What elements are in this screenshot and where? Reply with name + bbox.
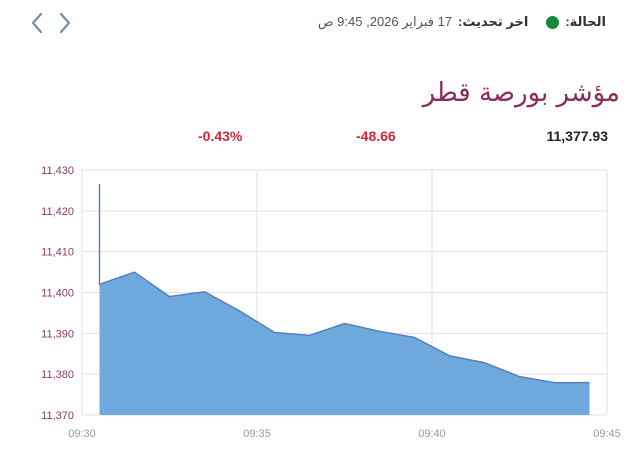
- status-label: الحالة:: [565, 14, 606, 29]
- y-axis-label: 11,400: [41, 288, 74, 300]
- page-title: مؤشر بورصة قطر: [422, 78, 620, 108]
- index-change: -48.66: [356, 128, 396, 144]
- x-axis-label: 09:45: [593, 428, 621, 440]
- area-chart: 11,430 11,420 11,410 11,400 11,390 11,380 11,3…: [41, 165, 621, 440]
- y-axis-label: 11,410: [41, 247, 74, 259]
- status-indicator-icon: [546, 15, 560, 29]
- previous-button[interactable]: [28, 12, 46, 34]
- index-change-percent: -0.43%: [198, 128, 243, 144]
- x-axis-label: 09:40: [418, 428, 446, 440]
- y-axis-label: 11,420: [41, 206, 74, 218]
- y-axis-label: 11,380: [41, 369, 74, 381]
- index-stats: 11,377.93 -48.66 -0.43%: [0, 128, 640, 148]
- chart-line: [98, 183, 590, 384]
- index-chart: 11,430 11,420 11,410 11,400 11,390 11,380 11,3…: [0, 155, 640, 468]
- chevron-right-icon: [59, 12, 71, 34]
- y-axis-label: 11,430: [41, 165, 74, 177]
- x-axis-label: 09:35: [243, 428, 271, 440]
- y-axis-label: 11,390: [41, 328, 74, 340]
- last-update-label: اخر تحديث:: [458, 14, 529, 29]
- chevron-left-icon: [31, 12, 43, 34]
- y-axis-label: 11,370: [41, 410, 74, 422]
- x-axis-label: 09:30: [68, 428, 96, 440]
- index-price: 11,377.93: [546, 128, 608, 144]
- next-button[interactable]: [56, 12, 74, 34]
- status-bar: الحالة: اخر تحديث: 17 فبراير 2026, 9:45 …: [318, 14, 606, 30]
- navigation-arrows: [28, 12, 74, 34]
- chart-area-fill: [99, 183, 590, 415]
- last-update-value: 17 فبراير 2026, 9:45 ص: [317, 14, 453, 29]
